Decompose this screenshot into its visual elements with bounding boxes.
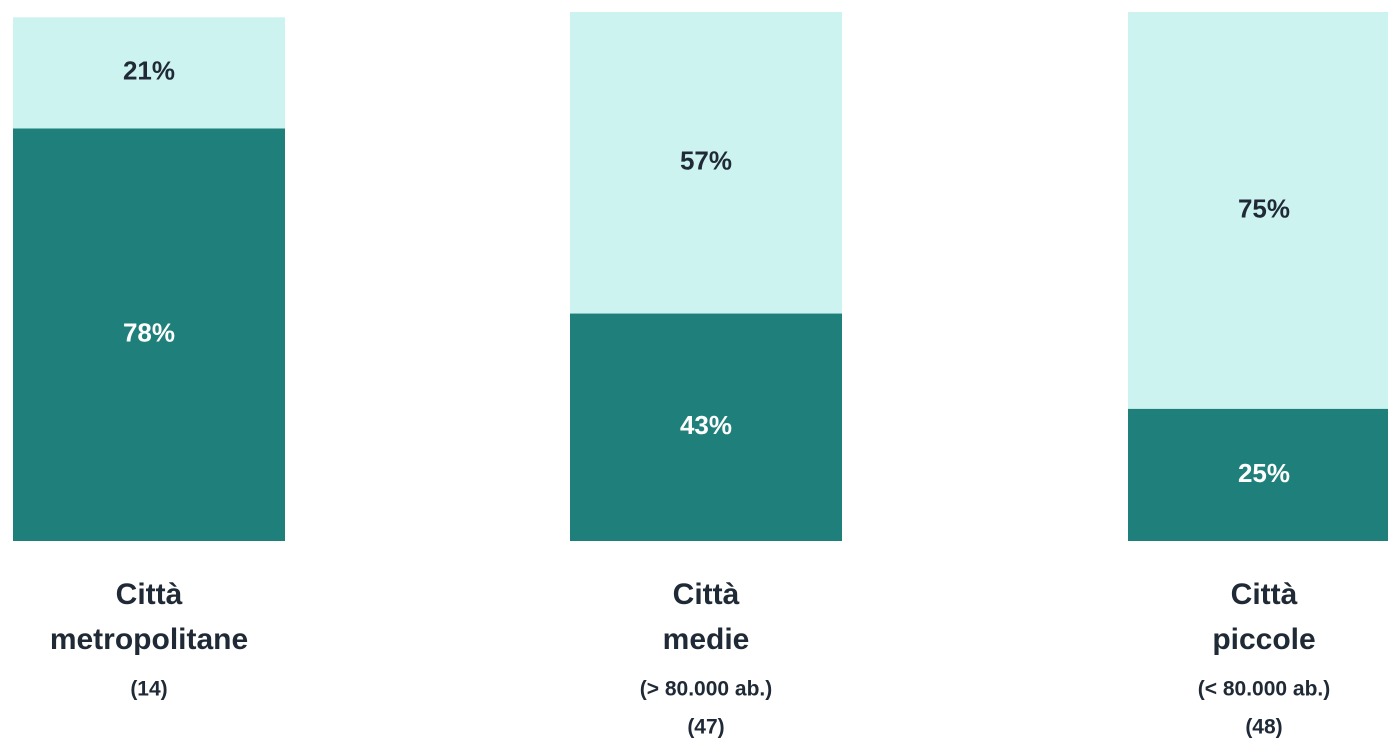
value-label: 57%: [680, 146, 732, 176]
category-label: medie: [663, 623, 750, 656]
category-label: Città: [1231, 578, 1298, 611]
bar-segment: [1128, 408, 1388, 541]
value-label: 75%: [1238, 193, 1290, 223]
bar-segment: [13, 128, 285, 541]
value-label: 78%: [123, 318, 175, 348]
bar-segment: [570, 12, 842, 314]
bar-segment: [13, 17, 285, 129]
category-label: piccole: [1212, 623, 1315, 656]
value-label: 43%: [680, 410, 732, 440]
category-note: (48): [1245, 716, 1282, 739]
bar-segment: [1128, 12, 1388, 409]
bar-segment: [570, 313, 842, 541]
category-note: (> 80.000 ab.): [640, 678, 773, 701]
category-note: (14): [130, 678, 167, 701]
category-label: metropolitane: [50, 623, 248, 656]
value-label: 25%: [1238, 458, 1290, 488]
category-label: Città: [116, 578, 183, 611]
category-note: (47): [687, 716, 724, 739]
value-label: 21%: [123, 56, 175, 86]
category-label: Città: [673, 578, 740, 611]
category-note: (< 80.000 ab.): [1198, 678, 1331, 701]
